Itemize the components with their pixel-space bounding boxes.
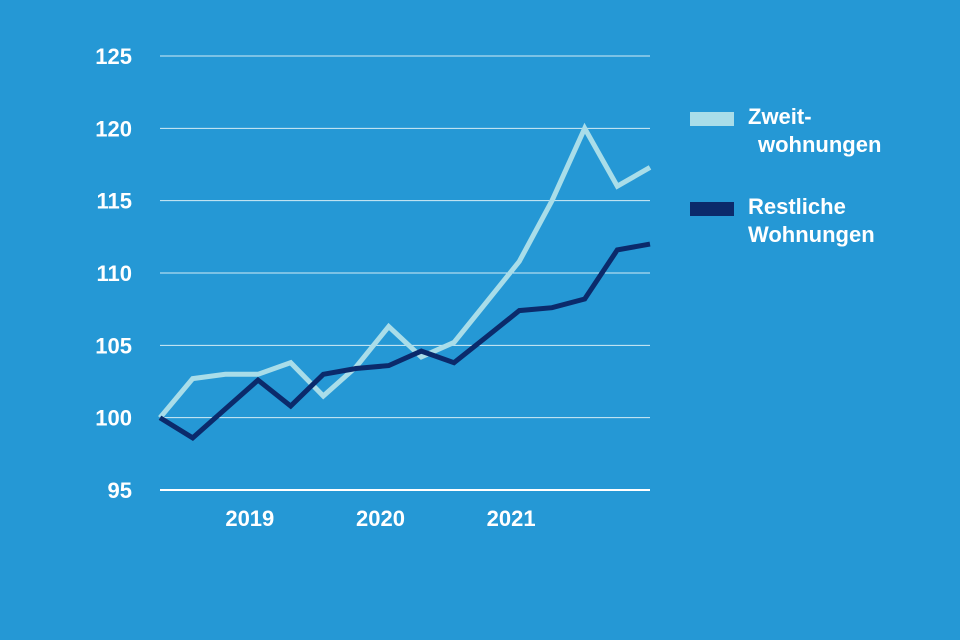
line-chart: 95 100 105 110 115 120 125 2019 2020 2021 Zweit-wo…: [0, 0, 960, 640]
chart-background: [0, 0, 960, 640]
y-tick-label: 110: [97, 261, 133, 286]
x-tick-label: 2020: [356, 506, 405, 531]
legend-label-restliche: Restliche: [748, 194, 846, 219]
legend-swatch-zweitwohnungen: [690, 112, 734, 126]
y-tick-label: 95: [108, 478, 132, 503]
y-tick-label: 125: [95, 44, 132, 69]
legend-swatch-restliche: [690, 202, 734, 216]
legend-label-restliche: Wohnungen: [748, 222, 875, 247]
y-tick-label: 100: [95, 406, 132, 431]
y-tick-label: 115: [97, 189, 133, 214]
y-tick-label: 120: [95, 116, 132, 141]
y-tick-label: 105: [95, 333, 132, 358]
x-tick-label: 2019: [225, 506, 274, 531]
x-tick-label: 2021: [487, 506, 536, 531]
legend-label-zweitwohnungen: Zweit-: [748, 104, 812, 129]
chart-container: 95 100 105 110 115 120 125 2019 2020 2021 Zweit-wo…: [0, 0, 960, 640]
legend-label-zweitwohnungen: wohnungen: [757, 132, 881, 157]
